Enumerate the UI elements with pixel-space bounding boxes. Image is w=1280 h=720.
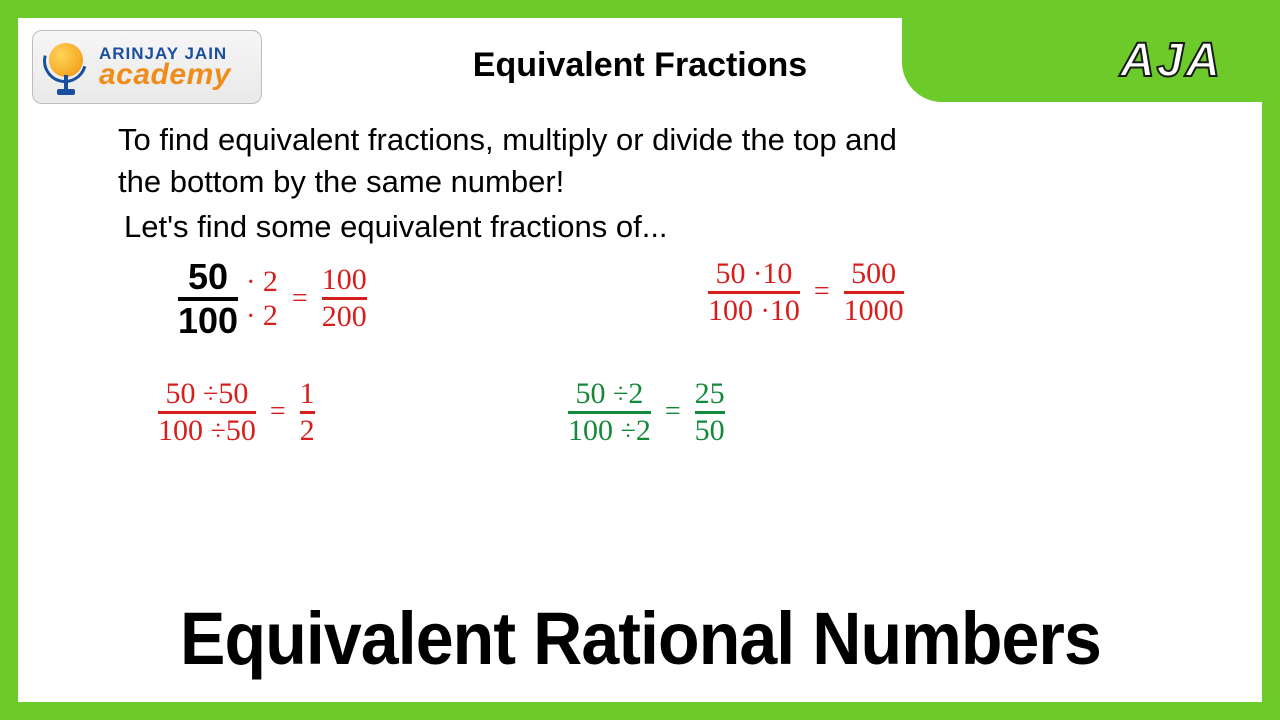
slide-lead: Let's find some equivalent fractions of.… [124, 209, 1202, 245]
expr-r1b: 50 ·10 100 ·10 = 500 1000 [708, 259, 904, 326]
printed-fraction: 50 100 [178, 259, 238, 339]
footer-title: Equivalent Rational Numbers [180, 596, 1101, 681]
equals: = [292, 283, 308, 315]
footer-title-bar: Equivalent Rational Numbers [18, 574, 1262, 702]
expr-r2b: 50 ÷2 100 ÷2 = 25 50 [568, 379, 725, 446]
math-area: 50 100 · 2 · 2 = 100 200 [178, 259, 1202, 519]
result-frac: 100 200 [322, 265, 367, 332]
expr-r1a: 50 100 · 2 · 2 = 100 200 [178, 259, 367, 339]
expr-r2a: 50 ÷50 100 ÷50 = 1 2 [158, 379, 315, 446]
slide-paragraph: To find equivalent fractions, multiply o… [118, 119, 938, 203]
slide-frame: AJA ARINJAY JAIN academy Equivalent Frac… [0, 0, 1280, 720]
slide-title: Equivalent Fractions [78, 46, 1202, 85]
op-frac: · 2 · 2 [246, 267, 278, 331]
